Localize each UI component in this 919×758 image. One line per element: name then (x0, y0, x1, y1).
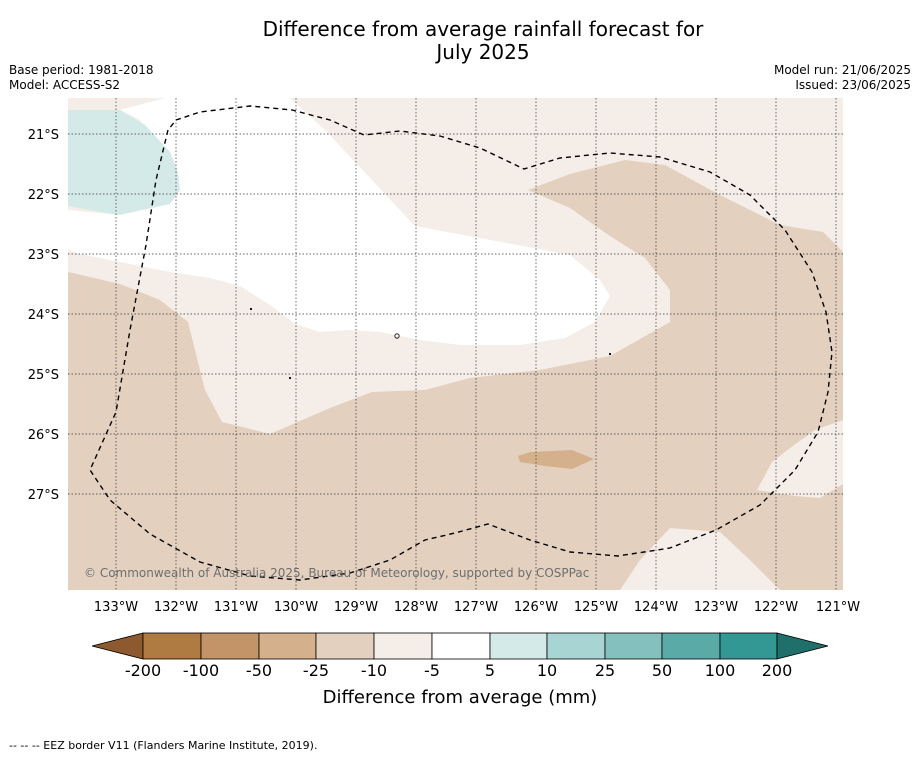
latitude-labels: 21°S 22°S 23°S 24°S 25°S 26°S 27°S (28, 128, 59, 503)
dry-region (68, 160, 843, 590)
colorbar-label: -5 (424, 661, 440, 680)
lon-label: 127°W (454, 600, 498, 615)
drier-patch (518, 450, 594, 469)
wetter-region (68, 110, 180, 215)
lat-label: 26°S (28, 428, 59, 443)
lon-label: 126°W (514, 600, 558, 615)
lon-label: 123°W (694, 600, 738, 615)
island-marker (394, 333, 400, 339)
lon-label: 129°W (334, 600, 378, 615)
lon-label: 122°W (754, 600, 798, 615)
meta-left: Base period: 1981-2018 Model: ACCESS-S2 (9, 63, 154, 93)
island-marker (288, 376, 292, 380)
lon-label: 128°W (394, 600, 438, 615)
model-run: Model run: 21/06/2025 (773, 63, 911, 77)
colorbar-label: 200 (762, 661, 793, 680)
model-name: Model: ACCESS-S2 (9, 78, 121, 92)
lon-label: 133°W (94, 600, 138, 615)
colorbar-segment (489, 632, 548, 660)
colorbar-label: -50 (246, 661, 272, 680)
colorbar (91, 632, 829, 660)
lon-label: 124°W (634, 600, 678, 615)
lon-label: 130°W (274, 600, 318, 615)
colorbar-label: -100 (183, 661, 219, 680)
lat-label: 27°S (28, 488, 59, 503)
colorbar-segment (604, 632, 663, 660)
colorbar-segment (200, 632, 260, 660)
colorbar-label: 25 (595, 661, 615, 680)
eez-border (89, 105, 833, 581)
map-panel: © Commonwealth of Australia 2025, Bureau… (68, 98, 843, 590)
title-line-1: Difference from average rainfall forecas… (262, 17, 704, 41)
lon-label: 125°W (574, 600, 618, 615)
colorbar-segment (719, 632, 778, 660)
lat-label: 25°S (28, 368, 59, 383)
colorbar-title: Difference from average (mm) (323, 687, 598, 708)
lat-label: 22°S (28, 188, 59, 203)
colorbar-segment (661, 632, 721, 660)
longitude-labels: 133°W 132°W 131°W 130°W 129°W 128°W 127°… (94, 600, 860, 615)
map-title: Difference from average rainfall forecas… (0, 18, 919, 64)
colorbar-segment (315, 632, 375, 660)
colorbar-low-extend (91, 632, 144, 660)
island-marker (608, 352, 612, 356)
meta-right: Model run: 21/06/2025 Issued: 23/06/2025 (774, 63, 911, 93)
lon-label: 132°W (154, 600, 198, 615)
lat-label: 21°S (28, 128, 59, 143)
lon-label: 121°W (816, 600, 860, 615)
lon-label: 131°W (214, 600, 258, 615)
colorbar-label: -200 (125, 661, 161, 680)
island-marker (249, 307, 253, 311)
colorbar-label: 50 (652, 661, 672, 680)
eez-footnote: -- -- -- EEZ border V11 (Flanders Marine… (9, 739, 318, 752)
colorbar-segment (546, 632, 606, 660)
colorbar-label: 5 (485, 661, 495, 680)
near-zero-region (68, 98, 610, 345)
colorbar-label: -25 (303, 661, 329, 680)
colorbar-label: 10 (537, 661, 557, 680)
colorbar-labels: -200 -100 -50 -25 -10 -5 5 10 25 50 100 … (125, 661, 792, 680)
gridlines (68, 98, 843, 590)
lat-label: 24°S (28, 308, 59, 323)
base-period: Base period: 1981-2018 (9, 63, 154, 77)
issued-date: Issued: 23/06/2025 (795, 78, 911, 92)
colorbar-high-extend (776, 632, 829, 660)
colorbar-segment (431, 632, 491, 660)
title-line-2: July 2025 (436, 40, 530, 64)
colorbar-segment (258, 632, 317, 660)
lat-label: 23°S (28, 248, 59, 263)
colorbar-label: -10 (361, 661, 387, 680)
copyright-notice: © Commonwealth of Australia 2025, Bureau… (84, 566, 589, 580)
colorbar-segment (373, 632, 433, 660)
colorbar-label: 100 (705, 661, 736, 680)
colorbar-segment (142, 632, 202, 660)
